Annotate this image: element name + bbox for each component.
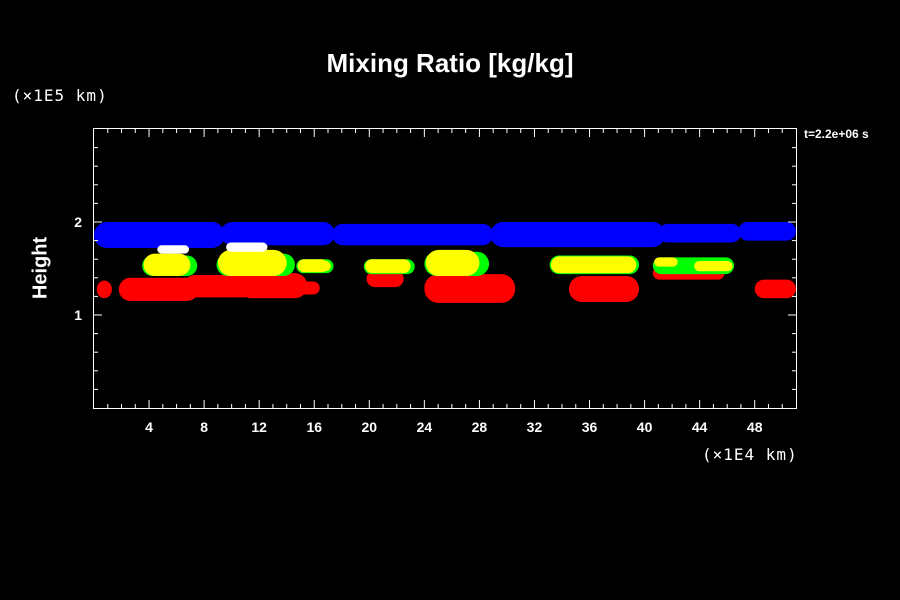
yellow-region — [550, 256, 637, 274]
x-tick-label: 36 — [582, 419, 598, 435]
x-tick-label: 24 — [417, 419, 433, 435]
blue-region — [658, 223, 741, 243]
yellow-region — [425, 249, 480, 276]
yellow-region — [319, 261, 331, 272]
blue-region — [490, 222, 666, 248]
red-region — [118, 277, 199, 302]
yellow-region — [365, 259, 411, 274]
x-tick-label: 20 — [362, 419, 378, 435]
blue-region — [332, 223, 494, 246]
red-region — [279, 281, 320, 295]
red-region — [96, 280, 112, 299]
x-tick-label: 12 — [251, 419, 267, 435]
red-region — [754, 279, 796, 299]
red-region — [424, 274, 516, 303]
plot-frame — [93, 128, 797, 409]
x-tick-label: 16 — [306, 419, 322, 435]
x-tick-label: 32 — [527, 419, 543, 435]
yellow-region — [217, 249, 287, 276]
x-axis-unit: (×1E4 km) — [702, 445, 798, 464]
yellow-region — [143, 253, 191, 276]
yellow-region — [694, 261, 733, 272]
blue-region — [220, 222, 335, 246]
chart-title: Mixing Ratio [kg/kg] — [326, 48, 574, 78]
mixing-ratio-field — [94, 222, 796, 303]
yellow-region — [297, 259, 328, 273]
yellow-region — [654, 257, 678, 267]
x-tick-label: 48 — [747, 419, 763, 435]
blue-region — [94, 222, 225, 249]
x-tick-label: 44 — [692, 419, 708, 435]
x-tick-label: 28 — [472, 419, 488, 435]
red-region — [568, 275, 640, 302]
x-tick-label: 4 — [145, 419, 153, 435]
x-tick-label: 8 — [200, 419, 208, 435]
y-axis-unit: (×1E5 km) — [12, 86, 108, 105]
y-tick-label: 1 — [74, 307, 82, 323]
white-region — [157, 245, 189, 254]
blue-region — [738, 222, 796, 241]
time-annotation: t=2.2e+06 s — [804, 127, 869, 141]
white-region — [226, 242, 268, 252]
x-tick-label: 40 — [637, 419, 653, 435]
red-region — [366, 270, 404, 288]
y-tick-label: 2 — [74, 214, 82, 230]
